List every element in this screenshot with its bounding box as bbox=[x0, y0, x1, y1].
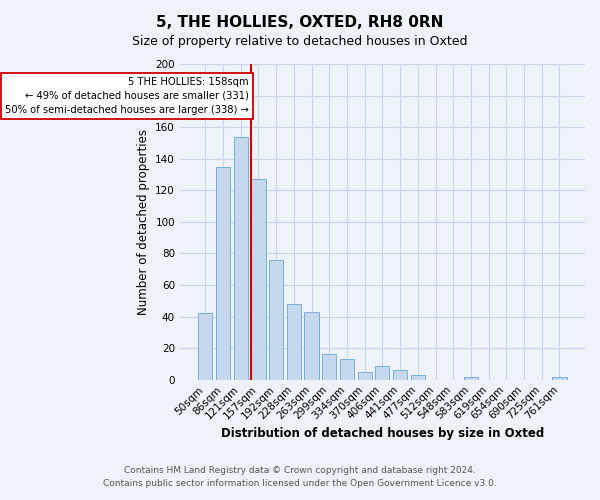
Bar bbox=[287, 304, 301, 380]
Bar bbox=[464, 376, 478, 380]
Text: 5, THE HOLLIES, OXTED, RH8 0RN: 5, THE HOLLIES, OXTED, RH8 0RN bbox=[157, 15, 443, 30]
Bar bbox=[304, 312, 319, 380]
Bar bbox=[269, 260, 283, 380]
Bar bbox=[553, 376, 566, 380]
Bar bbox=[358, 372, 372, 380]
Bar bbox=[393, 370, 407, 380]
Bar bbox=[233, 136, 248, 380]
Bar bbox=[322, 354, 337, 380]
Bar bbox=[251, 179, 266, 380]
Bar bbox=[198, 314, 212, 380]
Y-axis label: Number of detached properties: Number of detached properties bbox=[137, 129, 149, 315]
Bar bbox=[340, 359, 354, 380]
Bar bbox=[411, 375, 425, 380]
Bar bbox=[376, 366, 389, 380]
Text: Contains HM Land Registry data © Crown copyright and database right 2024.
Contai: Contains HM Land Registry data © Crown c… bbox=[103, 466, 497, 487]
Text: Size of property relative to detached houses in Oxted: Size of property relative to detached ho… bbox=[132, 35, 468, 48]
Bar bbox=[216, 166, 230, 380]
X-axis label: Distribution of detached houses by size in Oxted: Distribution of detached houses by size … bbox=[221, 427, 544, 440]
Text: 5 THE HOLLIES: 158sqm
← 49% of detached houses are smaller (331)
50% of semi-det: 5 THE HOLLIES: 158sqm ← 49% of detached … bbox=[5, 76, 249, 114]
